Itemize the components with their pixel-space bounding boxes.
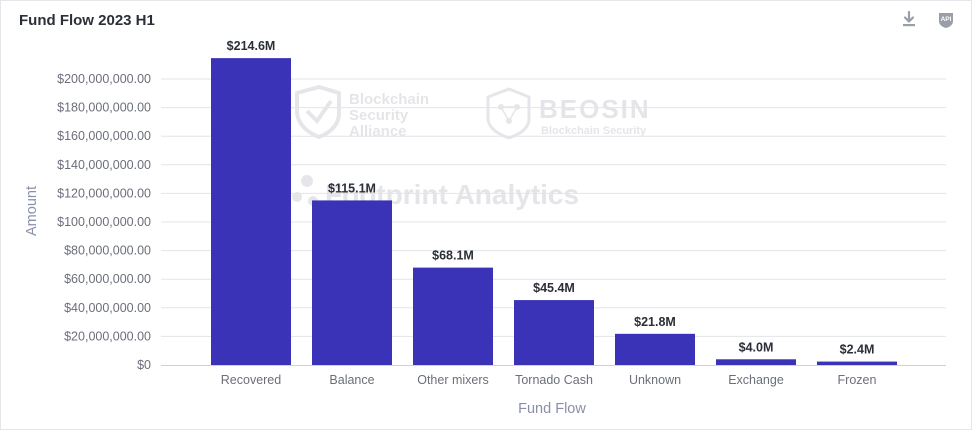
beosin-watermark: BEOSIN Blockchain Security	[486, 87, 651, 140]
y-tick-label: $140,000,000.00	[57, 158, 151, 172]
bar-exchange[interactable]	[716, 359, 796, 365]
api-badge-text: API	[941, 16, 952, 23]
y-tick-label: $60,000,000.00	[64, 272, 151, 286]
y-tick-label: $180,000,000.00	[57, 101, 151, 115]
x-category-label: Tornado Cash	[515, 373, 593, 387]
beosin-tagline: Blockchain Security	[541, 125, 647, 137]
y-tick-label: $100,000,000.00	[57, 215, 151, 229]
data-label: $45.4M	[533, 281, 575, 295]
data-label: $2.4M	[840, 343, 875, 357]
x-category-label: Frozen	[838, 373, 877, 387]
x-category-label: Recovered	[221, 373, 281, 387]
data-label: $214.6M	[227, 39, 276, 53]
bsa-line-3: Alliance	[349, 123, 407, 140]
y-tick-label: $40,000,000.00	[64, 301, 151, 315]
bsa-watermark: Blockchain Security Alliance	[295, 84, 429, 140]
bar-tornado-cash[interactable]	[514, 300, 594, 365]
data-label: $21.8M	[634, 315, 676, 329]
y-axis-title: Amount	[24, 186, 40, 236]
y-tick-label: $200,000,000.00	[57, 72, 151, 86]
data-label: $115.1M	[328, 181, 376, 195]
data-label: $68.1M	[432, 249, 474, 263]
data-labels: $214.6M $115.1M $68.1M $45.4M $21.8M $4.0M $2.…	[227, 39, 875, 356]
x-category-label: Unknown	[629, 373, 681, 387]
x-category-label: Other mixers	[417, 373, 489, 387]
bsa-line-2: Security	[349, 107, 409, 124]
bar-balance[interactable]	[312, 200, 392, 365]
beosin-name: BEOSIN	[539, 94, 651, 124]
x-axis-title: Fund Flow	[518, 401, 586, 417]
y-tick-label: $0	[137, 358, 151, 372]
bars	[211, 58, 897, 365]
x-category-label: Exchange	[728, 373, 784, 387]
bar-other-mixers[interactable]	[413, 267, 493, 365]
bar-frozen[interactable]	[817, 361, 897, 365]
bar-recovered[interactable]	[211, 58, 291, 365]
y-tick-label: $80,000,000.00	[64, 244, 151, 258]
api-icon[interactable]: API	[936, 9, 956, 29]
x-category-label: Balance	[329, 373, 374, 387]
x-axis-categories: Recovered Balance Other mixers Tornado Cash…	[221, 373, 877, 387]
bar-unknown[interactable]	[615, 333, 695, 365]
y-axis-ticks: $0 $20,000,000.00 $40,000,000.00 $60,000,00…	[57, 72, 151, 372]
data-label: $4.0M	[739, 340, 774, 354]
y-tick-label: $20,000,000.00	[64, 329, 151, 343]
y-tick-label: $120,000,000.00	[57, 186, 151, 200]
download-icon[interactable]	[899, 9, 919, 29]
chart-title: Fund Flow 2023 H1	[19, 12, 155, 29]
y-tick-label: $160,000,000.00	[57, 129, 151, 143]
grid-lines	[161, 78, 946, 337]
bsa-line-1: Blockchain	[349, 91, 429, 108]
